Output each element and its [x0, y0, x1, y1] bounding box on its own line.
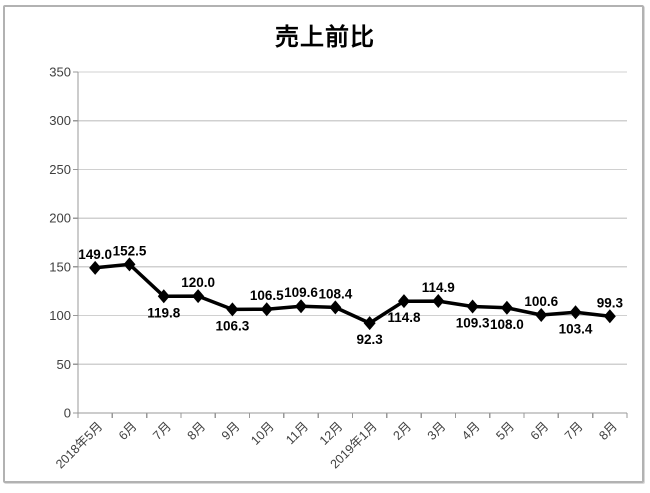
x-axis-label-12: 5月 [493, 419, 517, 443]
x-axis-label-13: 6月 [528, 419, 552, 443]
x-axis-label-6: 11月 [283, 419, 311, 447]
data-point-marker-2[interactable] [157, 289, 170, 304]
x-axis-label-1: 6月 [116, 419, 140, 443]
data-point-marker-10[interactable] [432, 294, 445, 309]
data-point-marker-4[interactable] [226, 302, 239, 317]
data-point-label-11: 109.3 [456, 316, 490, 331]
data-point-label-9: 114.8 [387, 310, 421, 325]
data-point-label-15: 99.3 [597, 295, 624, 310]
data-point-label-7: 108.4 [318, 286, 352, 301]
x-axis-label-7: 12月 [317, 419, 346, 448]
x-axis-label-0: 2018年5月 [53, 419, 105, 471]
data-point-marker-9[interactable] [397, 294, 410, 309]
x-axis-label-5: 10月 [248, 419, 277, 448]
y-axis-label-250: 250 [49, 162, 71, 177]
data-point-label-0: 149.0 [78, 247, 112, 262]
data-point-marker-8[interactable] [363, 316, 376, 331]
y-axis-label-200: 200 [49, 211, 71, 226]
data-point-marker-7[interactable] [329, 300, 342, 315]
x-axis-label-11: 4月 [459, 419, 483, 443]
y-axis-label-300: 300 [49, 113, 71, 128]
data-point-label-8: 92.3 [357, 332, 384, 347]
data-point-label-3: 120.0 [181, 275, 215, 290]
data-point-marker-6[interactable] [295, 299, 308, 314]
x-axis-label-2: 7月 [150, 419, 174, 443]
data-point-label-6: 109.6 [284, 285, 318, 300]
data-point-marker-13[interactable] [535, 307, 548, 322]
data-point-label-4: 106.3 [216, 318, 250, 333]
x-axis-label-15: 8月 [596, 419, 620, 443]
y-axis-label-150: 150 [49, 259, 71, 274]
x-axis-label-3: 8月 [185, 419, 209, 443]
data-point-marker-1[interactable] [123, 257, 136, 272]
y-axis-label-100: 100 [49, 308, 71, 323]
y-axis-label-50: 50 [57, 357, 71, 372]
x-axis-label-9: 2月 [390, 419, 414, 443]
y-axis-label-0: 0 [64, 406, 71, 421]
y-axis-label-350: 350 [49, 65, 71, 80]
x-axis-label-4: 9月 [219, 419, 243, 443]
data-point-marker-0[interactable] [89, 260, 102, 275]
data-point-label-2: 119.8 [147, 305, 181, 320]
x-axis-label-10: 3月 [425, 419, 449, 443]
series-line [93, 262, 612, 325]
data-point-label-1: 152.5 [113, 243, 147, 258]
data-point-marker-12[interactable] [500, 300, 513, 315]
chart-frame[interactable] [3, 5, 644, 483]
data-point-marker-14[interactable] [569, 305, 582, 320]
data-point-label-12: 108.0 [490, 317, 524, 332]
data-point-label-10: 114.9 [422, 280, 455, 295]
data-point-label-5: 106.5 [250, 288, 284, 303]
data-point-marker-11[interactable] [466, 299, 479, 314]
data-point-marker-15[interactable] [603, 309, 616, 324]
data-point-marker-5[interactable] [260, 302, 273, 317]
x-axis-label-14: 7月 [562, 419, 586, 443]
data-point-label-13: 100.6 [524, 294, 558, 309]
chart-title: 売上前比 [275, 24, 375, 51]
data-point-marker-3[interactable] [192, 289, 205, 304]
data-point-label-14: 103.4 [559, 321, 593, 336]
